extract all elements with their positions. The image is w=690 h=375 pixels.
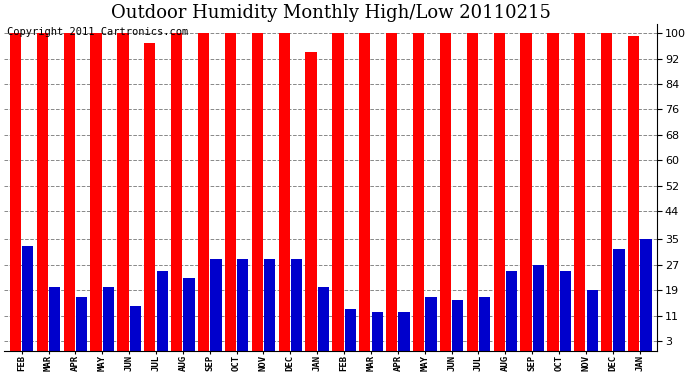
Bar: [10, 33, 21, 351]
Bar: [333, 33, 344, 351]
Bar: [157, 271, 168, 351]
Bar: [425, 297, 437, 351]
Bar: [198, 33, 209, 351]
Bar: [130, 306, 141, 351]
Bar: [479, 297, 491, 351]
Bar: [601, 33, 612, 351]
Bar: [37, 33, 48, 351]
Bar: [171, 33, 182, 351]
Bar: [452, 300, 464, 351]
Bar: [63, 33, 75, 351]
Bar: [252, 33, 263, 351]
Bar: [628, 36, 639, 351]
Bar: [506, 271, 518, 351]
Bar: [117, 33, 128, 351]
Title: Outdoor Humidity Monthly High/Low 20110215: Outdoor Humidity Monthly High/Low 201102…: [110, 4, 551, 22]
Bar: [440, 33, 451, 351]
Bar: [306, 52, 317, 351]
Bar: [103, 287, 114, 351]
Bar: [613, 249, 624, 351]
Bar: [76, 297, 87, 351]
Bar: [520, 33, 532, 351]
Bar: [264, 258, 275, 351]
Bar: [237, 258, 248, 351]
Bar: [493, 33, 505, 351]
Bar: [371, 312, 383, 351]
Bar: [398, 312, 410, 351]
Bar: [291, 258, 302, 351]
Bar: [49, 287, 60, 351]
Bar: [547, 33, 559, 351]
Bar: [144, 43, 155, 351]
Bar: [210, 258, 221, 351]
Bar: [533, 265, 544, 351]
Bar: [318, 287, 329, 351]
Bar: [386, 33, 397, 351]
Bar: [466, 33, 478, 351]
Bar: [586, 290, 598, 351]
Bar: [22, 246, 33, 351]
Bar: [359, 33, 371, 351]
Bar: [413, 33, 424, 351]
Text: Copyright 2011 Cartronics.com: Copyright 2011 Cartronics.com: [8, 27, 188, 37]
Bar: [640, 240, 651, 351]
Bar: [279, 33, 290, 351]
Bar: [574, 33, 585, 351]
Bar: [90, 33, 101, 351]
Bar: [184, 278, 195, 351]
Bar: [344, 309, 356, 351]
Bar: [225, 33, 236, 351]
Bar: [560, 271, 571, 351]
